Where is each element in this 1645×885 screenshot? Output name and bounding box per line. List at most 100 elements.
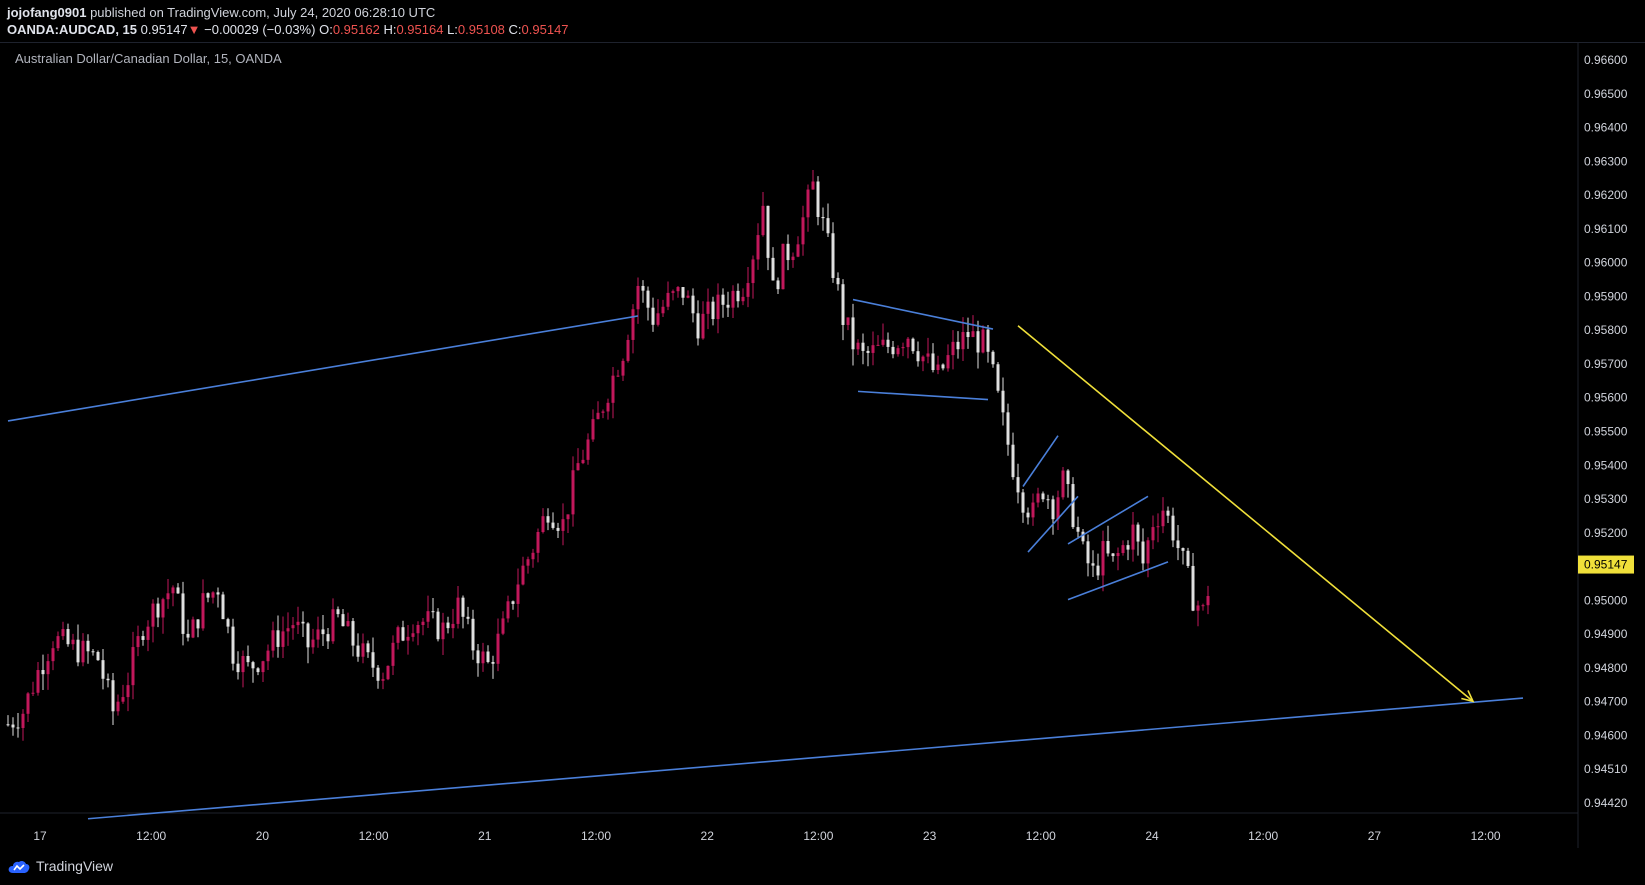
- time-tick-label: 24: [1145, 829, 1159, 843]
- candle-body: [401, 627, 405, 641]
- candle-body: [341, 614, 345, 627]
- down-arrow-icon: ▼: [187, 22, 201, 37]
- candle-body: [426, 611, 430, 622]
- close-value: 0.95147: [521, 22, 569, 37]
- trendline[interactable]: [1067, 495, 1149, 545]
- candle-body: [326, 634, 330, 642]
- candle-body: [586, 439, 590, 460]
- trendline[interactable]: [7, 315, 639, 422]
- candle-body: [176, 587, 180, 594]
- symbol-label[interactable]: OANDA:AUDCAD, 15: [7, 22, 138, 37]
- candle-body: [1016, 477, 1020, 493]
- candle-body: [721, 294, 725, 305]
- price-tick-label: 0.96100: [1584, 222, 1628, 236]
- trendline[interactable]: [852, 298, 994, 330]
- candle-body: [316, 629, 320, 640]
- candle-body: [421, 621, 425, 625]
- candle-body: [576, 463, 580, 471]
- price-change: −0.00029 (−0.03%): [204, 22, 316, 37]
- trendline[interactable]: [1067, 561, 1169, 601]
- candle-body: [51, 648, 55, 662]
- candle-body: [681, 287, 685, 298]
- candle-body: [136, 636, 140, 648]
- candle-body: [831, 233, 835, 278]
- candle-body: [201, 593, 205, 629]
- candle-body: [1161, 510, 1165, 527]
- candle-body: [1091, 563, 1095, 566]
- candle-body: [501, 618, 505, 634]
- trendline[interactable]: [1022, 435, 1059, 487]
- candle-body: [351, 621, 355, 646]
- candle-body: [631, 309, 635, 340]
- price-tick-label: 0.96600: [1584, 53, 1628, 67]
- candle-body: [616, 375, 620, 377]
- candle-body: [286, 628, 290, 632]
- candle-body: [41, 670, 45, 675]
- candle-body: [666, 292, 670, 307]
- candle-body: [266, 650, 270, 662]
- candle-body: [951, 341, 955, 356]
- candle-body: [71, 639, 75, 645]
- candle-body: [931, 353, 935, 371]
- chart-area[interactable]: [0, 42, 1645, 848]
- candle-body: [741, 296, 745, 302]
- candle-body: [181, 593, 185, 634]
- candle-body: [941, 364, 945, 369]
- time-tick-label: 17: [33, 829, 47, 843]
- candles: [6, 169, 1210, 741]
- candle-body: [301, 621, 305, 624]
- price-tick-label: 0.94420: [1584, 796, 1628, 810]
- price-tick-label: 0.95800: [1584, 323, 1628, 337]
- price-tick-label: 0.95700: [1584, 357, 1628, 371]
- arrow-head-icon: [1461, 690, 1475, 703]
- candle-body: [1106, 541, 1110, 554]
- candle-body: [1046, 499, 1050, 501]
- candle-body: [306, 623, 310, 648]
- candle-body: [776, 280, 780, 290]
- candle-body: [686, 295, 690, 298]
- price-tag-label: 0.95147: [1584, 558, 1628, 572]
- trendline[interactable]: [1027, 495, 1079, 553]
- candle-body: [876, 344, 880, 346]
- time-axis[interactable]: 17 12:00 20 12:00 21 12:00 22 12:00 23 12:00 24 12:…: [0, 812, 1578, 843]
- candle-body: [36, 670, 40, 693]
- candle-body: [811, 181, 815, 190]
- chart-header: jojofang0901 published on TradingView.co…: [0, 0, 1645, 42]
- candle-body: [596, 412, 600, 420]
- candle-body: [411, 633, 415, 637]
- candle-body: [461, 597, 465, 617]
- candle-body: [841, 284, 845, 325]
- candle-body: [101, 660, 105, 679]
- candle-body: [531, 552, 535, 560]
- candle-body: [701, 313, 705, 339]
- candle-body: [1121, 545, 1125, 554]
- candle-body: [1111, 553, 1115, 557]
- author-name[interactable]: jojofang0901: [7, 5, 87, 20]
- trendline-drawings[interactable]: [7, 298, 1524, 820]
- tradingview-logo[interactable]: TradingView: [7, 858, 113, 874]
- candle-body: [551, 522, 555, 528]
- trendline[interactable]: [857, 390, 989, 401]
- candle-body: [1081, 531, 1085, 542]
- candle-body: [791, 256, 795, 261]
- candle-body: [271, 630, 275, 651]
- candle-body: [261, 661, 265, 673]
- time-tick-label: 12:00: [1471, 829, 1501, 843]
- price-tick-label: 0.94800: [1584, 661, 1628, 675]
- arrow-line[interactable]: [1017, 325, 1474, 702]
- candle-body: [756, 235, 760, 260]
- candle-body: [11, 724, 15, 728]
- candle-body: [31, 692, 35, 694]
- candle-body: [1206, 596, 1210, 606]
- candle-body: [451, 623, 455, 629]
- candle-body: [826, 218, 830, 234]
- trendline[interactable]: [87, 697, 1524, 820]
- candle-body: [851, 317, 855, 350]
- candle-body: [1156, 526, 1160, 528]
- candle-body: [711, 301, 715, 320]
- candle-body: [191, 619, 195, 638]
- price-axis[interactable]: 0.96600 0.96500 0.96400 0.96300 0.96200 0.961…: [1577, 42, 1628, 848]
- candle-body: [656, 313, 660, 325]
- time-tick-label: 12:00: [359, 829, 389, 843]
